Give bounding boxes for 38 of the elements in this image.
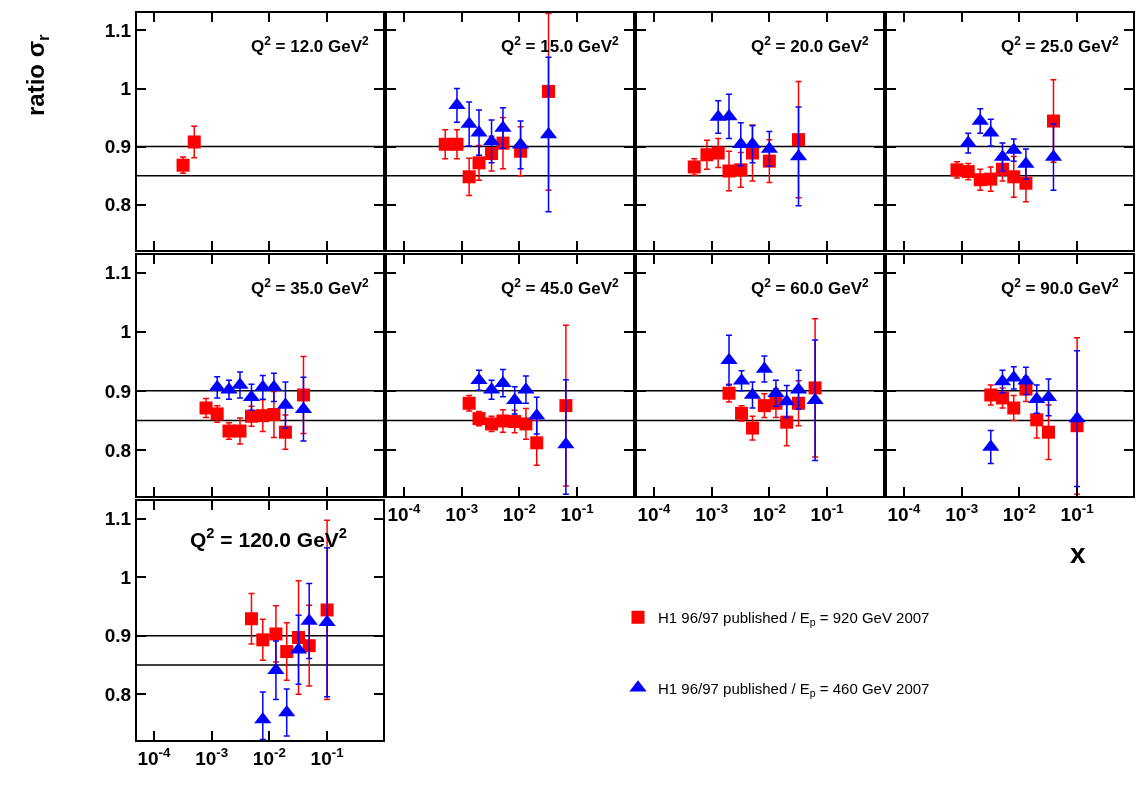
y-tick-label: 0.8 — [104, 439, 132, 461]
y-tick-label: 1.1 — [104, 20, 132, 42]
text: Q$^{2}$ = 60.0 GeV$^{2}$ — [751, 276, 870, 299]
x-tick-label: 10$^{-2}$ — [502, 500, 536, 525]
y-tick-label: 0.8 — [104, 683, 132, 705]
x-tick-label: 10$^{-4}$ — [887, 500, 921, 525]
x-tick-label: 10$^{-3}$ — [945, 500, 979, 525]
x-tick-label: 10$^{-4}$ — [637, 500, 671, 525]
x-tick-label: 10$^{-2}$ — [252, 744, 286, 769]
y-tick-label: 1.1 — [104, 262, 132, 284]
text: Q$^{2}$ = 90.0 GeV$^{2}$ — [1001, 276, 1120, 299]
x-tick-label: 10$^{-2}$ — [1002, 500, 1036, 525]
x-tick-label: 10$^{-1}$ — [1060, 500, 1095, 525]
x-tick-label: 10$^{-4}$ — [137, 744, 171, 769]
x-tick-label: 10$^{-1}$ — [560, 500, 595, 525]
y-tick-label: 0.9 — [104, 625, 132, 647]
x-tick-label: 10$^{-3}$ — [195, 744, 229, 769]
x-tick-label: 10$^{-4}$ — [387, 500, 421, 525]
y-tick-label: 0.9 — [104, 136, 132, 158]
y-tick-label: 1 — [120, 78, 132, 100]
y-tick-label: 0.9 — [104, 380, 132, 402]
y-tick-label: 1 — [120, 321, 132, 343]
x-axis-title: x — [1070, 538, 1086, 569]
text: Q$^{2}$ = 20.0 GeV$^{2}$ — [751, 34, 870, 57]
text: Q$^{2}$ = 12.0 GeV$^{2}$ — [251, 34, 370, 57]
x-tick-label: 10$^{-3}$ — [695, 500, 729, 525]
text: Q$^{2}$ = 25.0 GeV$^{2}$ — [1001, 34, 1120, 57]
text: Q$^{2}$ = 45.0 GeV$^{2}$ — [501, 276, 620, 299]
legend-label: H1 96/97 published / E$_{p}$ = 460 GeV 2007 — [658, 679, 930, 699]
y-tick-label: 1.1 — [104, 508, 132, 530]
legend-label: H1 96/97 published / E$_{p}$ = 920 GeV 2007 — [658, 609, 930, 629]
x-tick-label: 10$^{-3}$ — [445, 500, 479, 525]
x-tick-label: 10$^{-2}$ — [752, 500, 786, 525]
x-tick-label: 10$^{-1}$ — [310, 744, 345, 769]
y-tick-label: 1 — [120, 566, 132, 588]
x-tick-label: 10$^{-1}$ — [810, 500, 845, 525]
y-tick-label: 0.8 — [104, 194, 132, 216]
text: Q$^{2}$ = 35.0 GeV$^{2}$ — [251, 276, 370, 299]
